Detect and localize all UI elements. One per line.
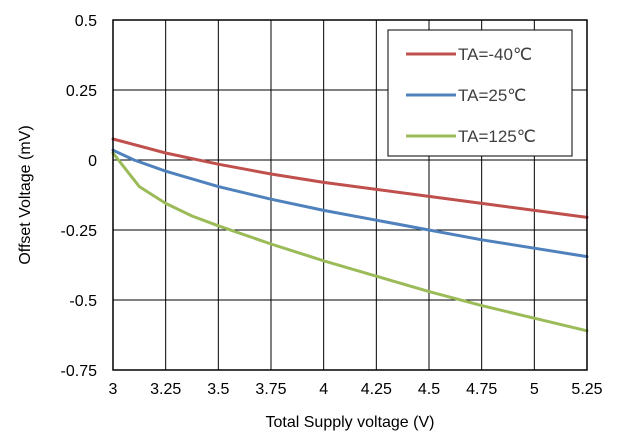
y-tick-label: 0.5 bbox=[75, 13, 97, 30]
legend-label-1: TA=25℃ bbox=[458, 86, 526, 105]
x-tick-labels: 3 3.25 3.5 3.75 4 4.25 4.5 4.75 5 5.25 bbox=[109, 381, 603, 398]
y-tick-label: 0.25 bbox=[66, 83, 97, 100]
x-tick-label: 3 bbox=[109, 381, 118, 398]
x-tick-label: 3.75 bbox=[255, 381, 286, 398]
y-tick-label: -0.75 bbox=[61, 363, 98, 380]
series-layer bbox=[113, 139, 587, 331]
x-tick-label: 5.25 bbox=[571, 381, 602, 398]
x-tick-label: 4 bbox=[319, 381, 328, 398]
series-line-1 bbox=[113, 150, 587, 256]
x-tick-label: 3.25 bbox=[150, 381, 181, 398]
legend-label-0: TA=-40℃ bbox=[458, 45, 532, 64]
y-tick-label: -0.25 bbox=[61, 223, 98, 240]
x-tick-label: 4.5 bbox=[418, 381, 440, 398]
x-tick-label: 4.25 bbox=[361, 381, 392, 398]
y-tick-label: -0.5 bbox=[69, 293, 97, 310]
x-tick-label: 4.75 bbox=[466, 381, 497, 398]
series-line-2 bbox=[113, 153, 587, 331]
y-axis-title: Offset Voltage (mV) bbox=[17, 125, 34, 264]
y-tick-labels: 0.5 0.25 0 -0.25 -0.5 -0.75 bbox=[61, 13, 98, 380]
x-tick-label: 5 bbox=[530, 381, 539, 398]
x-tick-label: 3.5 bbox=[207, 381, 229, 398]
x-axis-title: Total Supply voltage (V) bbox=[266, 414, 435, 431]
legend: TA=-40℃ TA=25℃ TA=125℃ bbox=[388, 30, 572, 156]
y-tick-label: 0 bbox=[88, 153, 97, 170]
legend-label-2: TA=125℃ bbox=[458, 127, 536, 146]
